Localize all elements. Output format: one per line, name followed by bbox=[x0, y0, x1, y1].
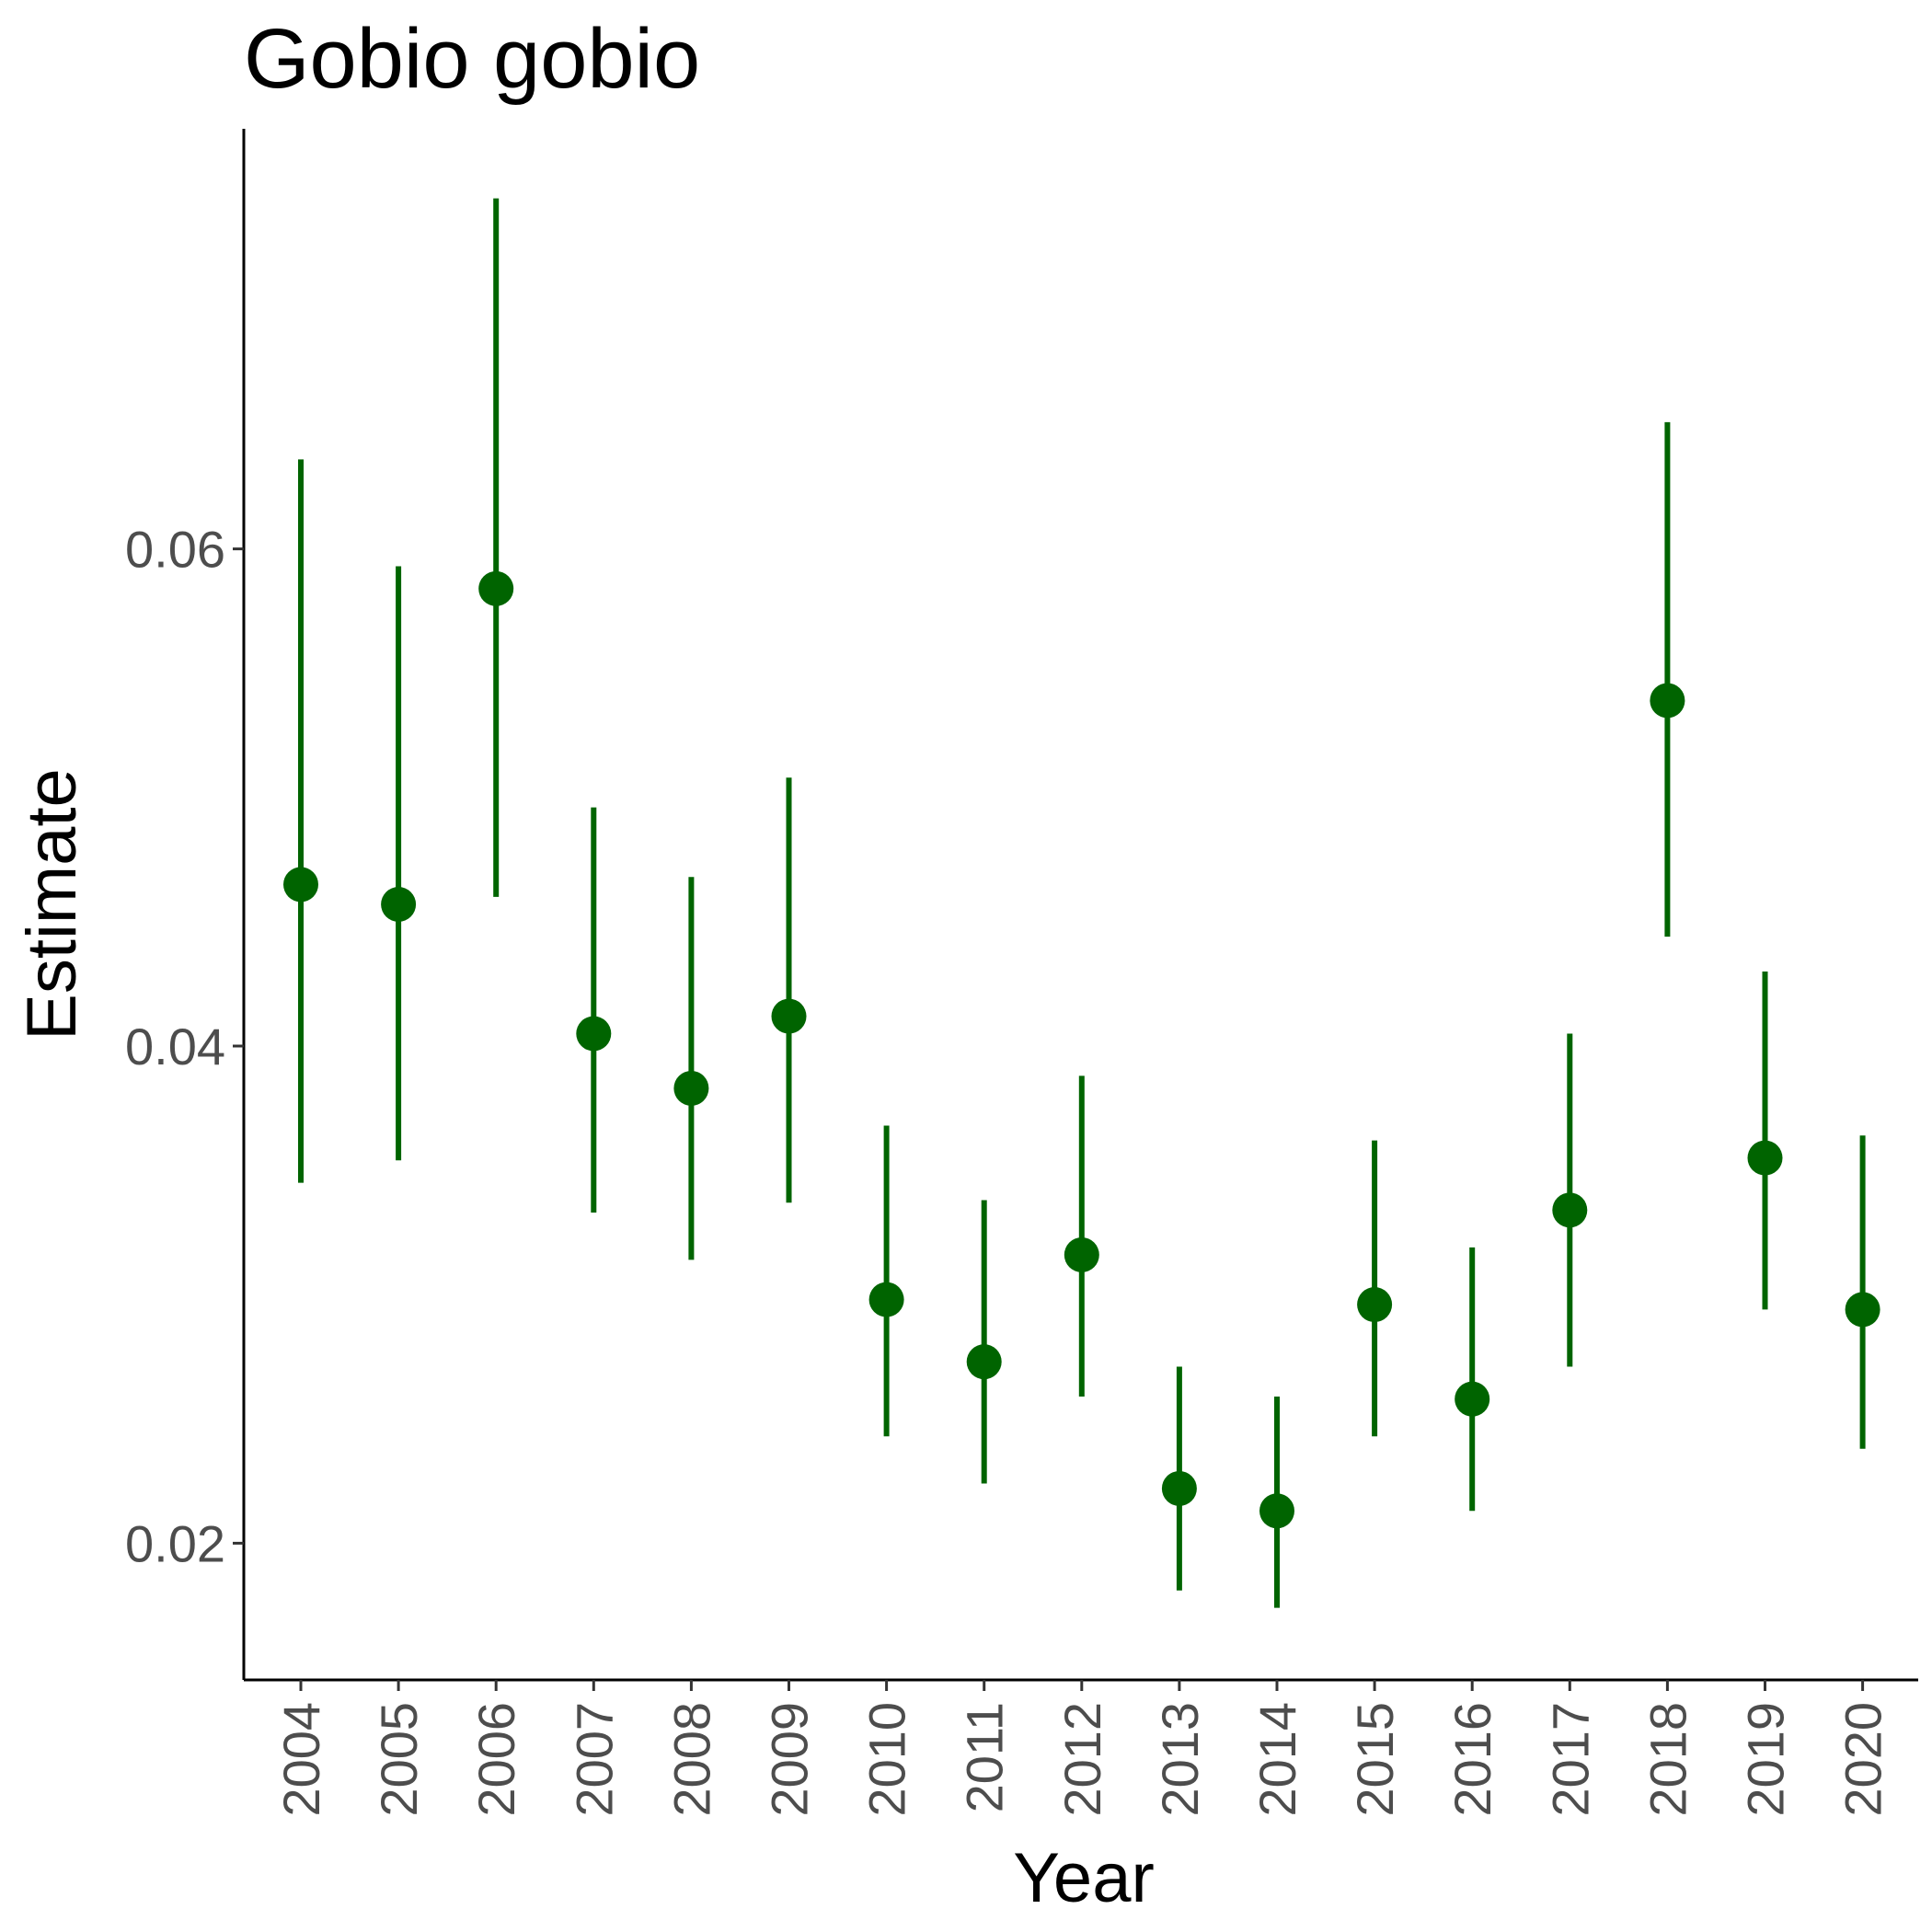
x-ticks: 2004 2005 2006 2007 2008 2009 2010 2011 2012 2013… bbox=[272, 1680, 1892, 1817]
data-point bbox=[576, 1016, 612, 1052]
y-tick-label: 0.02 bbox=[125, 1514, 225, 1572]
data-point bbox=[1259, 1493, 1294, 1529]
x-tick-label: 2006 bbox=[467, 1702, 525, 1817]
x-tick-label: 2018 bbox=[1639, 1702, 1696, 1817]
x-tick-label: 2014 bbox=[1248, 1702, 1306, 1817]
data-point bbox=[673, 1070, 709, 1106]
data-point bbox=[1455, 1381, 1490, 1417]
x-tick-label: 2008 bbox=[662, 1702, 720, 1817]
data-marks bbox=[283, 198, 1880, 1608]
y-ticks: 0.02 0.04 0.06 bbox=[125, 521, 244, 1572]
data-point bbox=[771, 998, 807, 1034]
x-tick-label: 2016 bbox=[1443, 1702, 1501, 1817]
data-point bbox=[283, 867, 318, 903]
data-point bbox=[1845, 1292, 1880, 1328]
y-axis-label: Estimate bbox=[13, 768, 91, 1041]
data-point bbox=[1747, 1140, 1783, 1176]
data-point bbox=[1650, 683, 1685, 719]
x-tick-label: 2012 bbox=[1053, 1702, 1111, 1817]
data-point bbox=[381, 887, 417, 922]
x-tick-label: 2020 bbox=[1834, 1702, 1892, 1817]
data-point bbox=[478, 570, 514, 606]
x-tick-label: 2007 bbox=[565, 1702, 623, 1817]
data-point bbox=[1161, 1470, 1197, 1506]
data-point bbox=[1357, 1287, 1393, 1323]
x-tick-label: 2011 bbox=[956, 1702, 1014, 1812]
x-tick-label: 2019 bbox=[1737, 1702, 1795, 1817]
y-tick-label: 0.06 bbox=[125, 521, 225, 579]
x-tick-label: 2010 bbox=[858, 1702, 916, 1817]
y-tick-label: 0.04 bbox=[125, 1018, 225, 1075]
data-point bbox=[966, 1344, 1002, 1380]
x-tick-label: 2005 bbox=[370, 1702, 428, 1817]
x-tick-label: 2013 bbox=[1151, 1702, 1209, 1817]
x-tick-label: 2017 bbox=[1541, 1702, 1599, 1817]
data-point bbox=[868, 1282, 904, 1317]
x-tick-label: 2009 bbox=[761, 1702, 819, 1817]
chart-title: Gobio gobio bbox=[244, 12, 700, 106]
x-axis-label: Year bbox=[1013, 1839, 1155, 1917]
x-tick-label: 2004 bbox=[272, 1702, 330, 1817]
data-point bbox=[1064, 1236, 1099, 1272]
x-tick-label: 2015 bbox=[1346, 1702, 1404, 1817]
data-point bbox=[1552, 1192, 1588, 1228]
